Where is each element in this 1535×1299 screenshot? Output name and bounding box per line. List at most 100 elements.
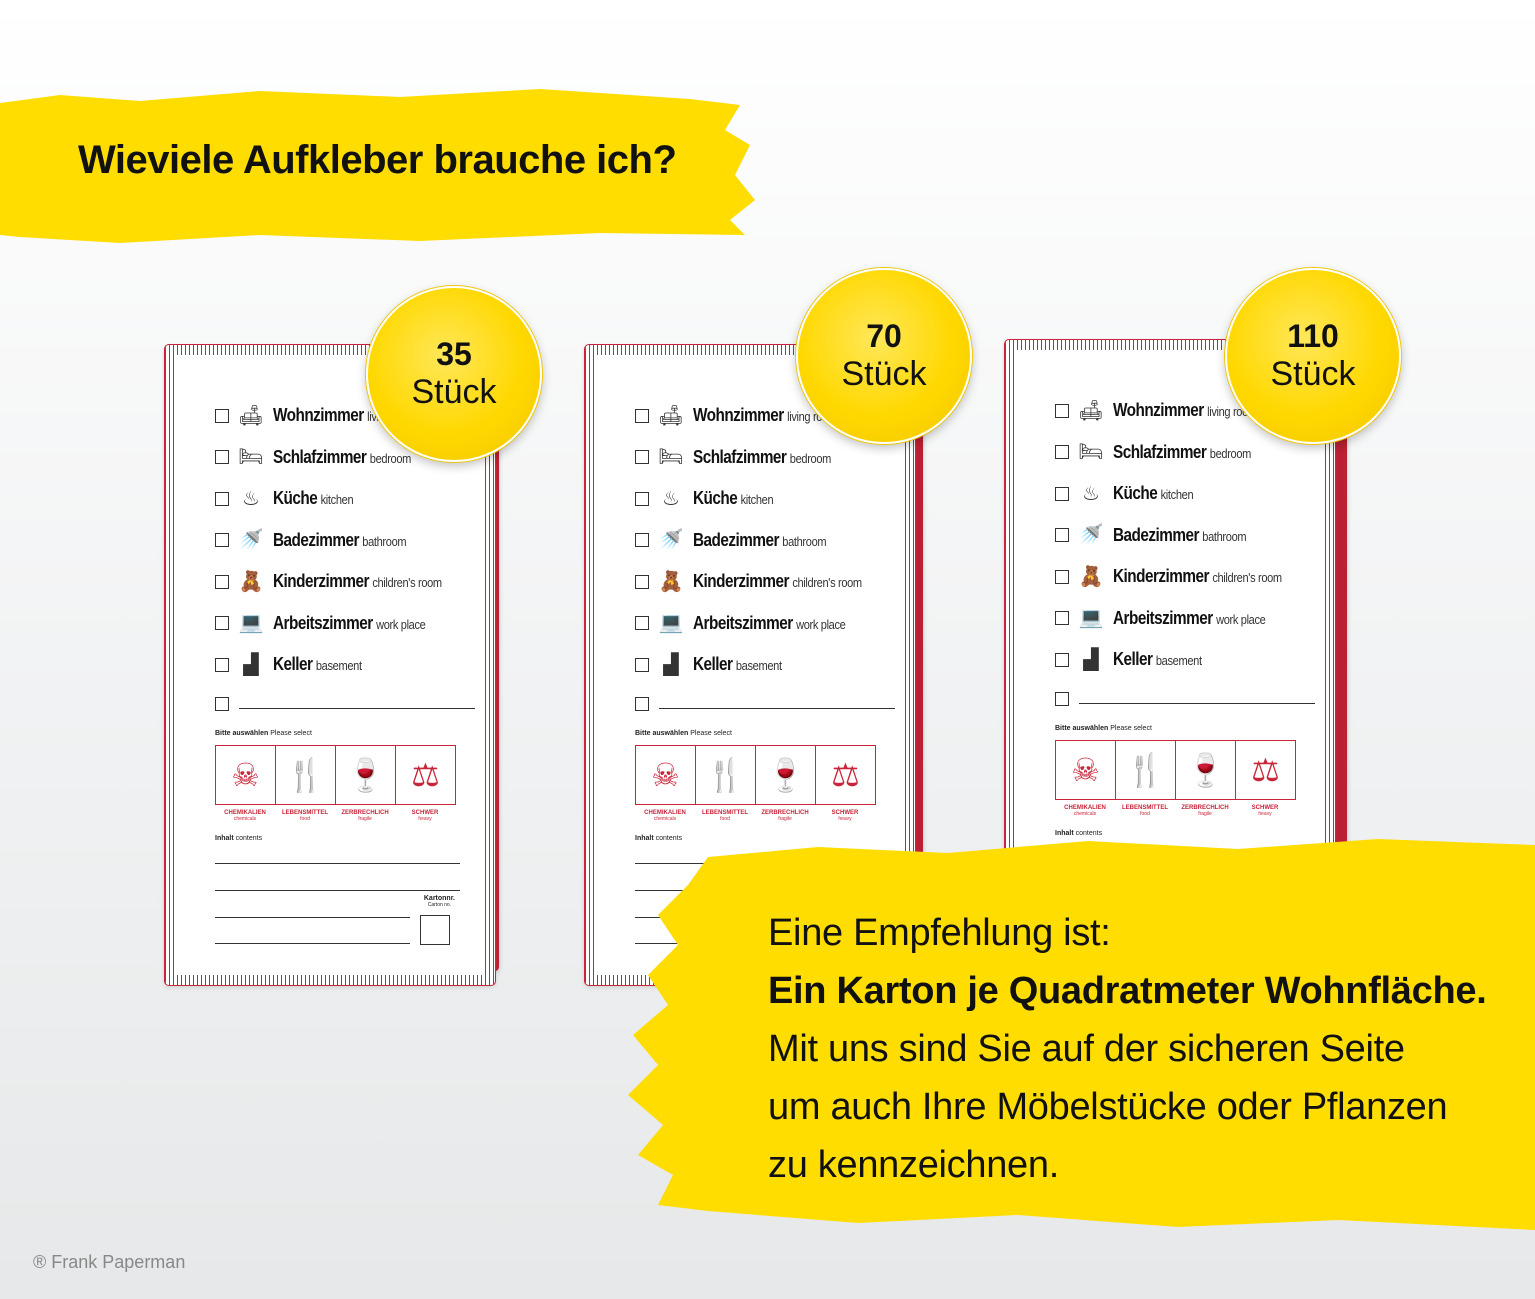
warning-label: LEBENSMITTEL food — [282, 810, 328, 822]
room-name: Küche kitchen — [693, 488, 774, 509]
room-option: 🧸 Kinderzimmer children's room — [1055, 556, 1315, 598]
teddy-bear-icon: 🧸 — [658, 570, 684, 593]
carton-number-box — [420, 915, 450, 945]
room-name: Kinderzimmer children's room — [273, 571, 442, 592]
room-checkbox — [215, 450, 229, 465]
room-name-en: work place — [1216, 611, 1266, 627]
chef-hat-icon: ♨ — [662, 487, 680, 510]
room-checkbox — [1055, 652, 1069, 667]
badge-count: 110 — [1287, 318, 1339, 355]
badge-110: 110 Stück — [1225, 268, 1401, 444]
warning-row: ☠ 🍴 🍷 ⚖ — [635, 745, 876, 805]
room-checkbox — [1055, 528, 1069, 543]
room-name: Kinderzimmer children's room — [693, 571, 862, 592]
broken-glass-icon: 🍷 — [755, 745, 816, 805]
warning-label: CHEMIKALIEN chemicals — [644, 810, 686, 822]
laptop-icon: 💻 — [1078, 607, 1104, 630]
warning-label: SCHWER heavy — [411, 810, 439, 822]
room-option: 💻 Arbeitszimmer work place — [635, 603, 895, 645]
contents-line — [215, 863, 460, 864]
stairs-icon: ▟ — [1083, 648, 1099, 671]
chef-hat-icon: ♨ — [1082, 482, 1100, 505]
room-checkbox — [215, 616, 229, 631]
reco-line-2: Ein Karton je Quadratmeter Wohnfläche. — [768, 970, 1487, 1012]
room-name-en: work place — [376, 616, 426, 632]
badge-35: 35 Stück — [366, 286, 542, 462]
skull-crossbones-icon: ☠ — [635, 745, 696, 805]
room-name-en: kitchen — [320, 492, 354, 508]
reco-line-5: zu kennzeichnen. — [768, 1144, 1059, 1186]
select-title: Bitte auswählen Please select — [635, 730, 732, 737]
room-name: Keller basement — [1113, 649, 1202, 670]
warning-label: CHEMIKALIEN chemicals — [224, 810, 266, 822]
room-checkbox — [1055, 611, 1069, 626]
badge-count: 35 — [436, 336, 472, 373]
sofa-icon: 🛋 — [658, 404, 684, 427]
room-name-en: kitchen — [1160, 487, 1194, 503]
skull-crossbones-icon: ☠ — [1055, 740, 1116, 800]
warning-label: ZERBRECHLICH fragile — [1181, 805, 1229, 817]
kg-weight-icon: ⚖ — [815, 745, 876, 805]
warning-labels: CHEMIKALIEN chemicals LEBENSMITTEL food ZERB… — [635, 810, 875, 822]
room-checkbox — [215, 408, 229, 423]
room-checkbox — [1055, 403, 1069, 418]
badge-count: 70 — [866, 318, 902, 355]
room-option: 🚿 Badezimmer bathroom — [635, 520, 895, 562]
room-name-en: work place — [796, 616, 846, 632]
room-name-en: bedroom — [369, 450, 412, 466]
chef-hat-icon: ♨ — [242, 487, 260, 510]
room-option: ♨ Küche kitchen — [1055, 473, 1315, 515]
warning-label: CHEMIKALIEN chemicals — [1064, 805, 1106, 817]
room-name: Schlafzimmer bedroom — [693, 446, 832, 467]
room-name: Schlafzimmer bedroom — [1113, 441, 1252, 462]
bed-icon: 🛏 — [658, 446, 684, 469]
room-name: Kinderzimmer children's room — [1113, 566, 1282, 587]
room-option: 💻 Arbeitszimmer work place — [1055, 598, 1315, 640]
shower-icon: 🚿 — [658, 529, 684, 552]
room-name-en: bathroom — [782, 533, 827, 549]
room-name-en: children's room — [1212, 570, 1282, 586]
room-name-en: kitchen — [740, 492, 774, 508]
room-option: ▟ Keller basement — [635, 644, 895, 686]
reco-line-3: Mit uns sind Sie auf der sicheren Seite — [768, 1028, 1405, 1070]
reco-line-4: um auch Ihre Möbelstücke oder Pflanzen — [768, 1086, 1448, 1128]
sofa-icon: 🛋 — [1078, 399, 1104, 422]
room-checkbox — [635, 450, 649, 465]
room-option: ▟ Keller basement — [215, 644, 475, 686]
warning-labels: CHEMIKALIEN chemicals LEBENSMITTEL food ZERB… — [215, 810, 455, 822]
room-name: Schlafzimmer bedroom — [273, 446, 412, 467]
custom-room-line — [1055, 681, 1315, 717]
room-option: 🚿 Badezimmer bathroom — [1055, 515, 1315, 557]
contents-label: Inhalt contents — [1055, 830, 1103, 837]
sofa-icon: 🛋 — [238, 404, 264, 427]
room-checkbox — [1055, 445, 1069, 460]
bed-icon: 🛏 — [238, 446, 264, 469]
stairs-icon: ▟ — [243, 653, 259, 676]
room-name: Badezimmer bathroom — [273, 529, 407, 550]
laptop-icon: 💻 — [238, 612, 264, 635]
room-name-en: children's room — [792, 575, 862, 591]
broken-glass-icon: 🍷 — [1175, 740, 1236, 800]
teddy-bear-icon: 🧸 — [1078, 565, 1104, 588]
room-name-en: basement — [1155, 653, 1202, 669]
room-checkbox — [215, 533, 229, 548]
room-checkbox — [635, 408, 649, 423]
glass-fork-icon: 🍴 — [695, 745, 756, 805]
room-name-en: bedroom — [789, 450, 832, 466]
badge-unit: Stück — [411, 372, 497, 411]
room-option: 🛏 Schlafzimmer bedroom — [215, 437, 475, 479]
room-name: Küche kitchen — [1113, 483, 1194, 504]
room-name: Badezimmer bathroom — [693, 529, 827, 550]
room-option: 🧸 Kinderzimmer children's room — [635, 561, 895, 603]
recommendation-text: Eine Empfehlung ist: Ein Karton je Quadr… — [768, 904, 1508, 1194]
page-title: Wieviele Aufkleber brauche ich? — [78, 138, 677, 182]
carton-label: Kartonnr.Carton no. — [423, 895, 455, 908]
kg-weight-icon: ⚖ — [1235, 740, 1296, 800]
room-name-en: basement — [735, 658, 782, 674]
warning-label: ZERBRECHLICH fragile — [761, 810, 809, 822]
warning-row: ☠ 🍴 🍷 ⚖ — [1055, 740, 1296, 800]
room-name-en: bathroom — [1202, 528, 1247, 544]
